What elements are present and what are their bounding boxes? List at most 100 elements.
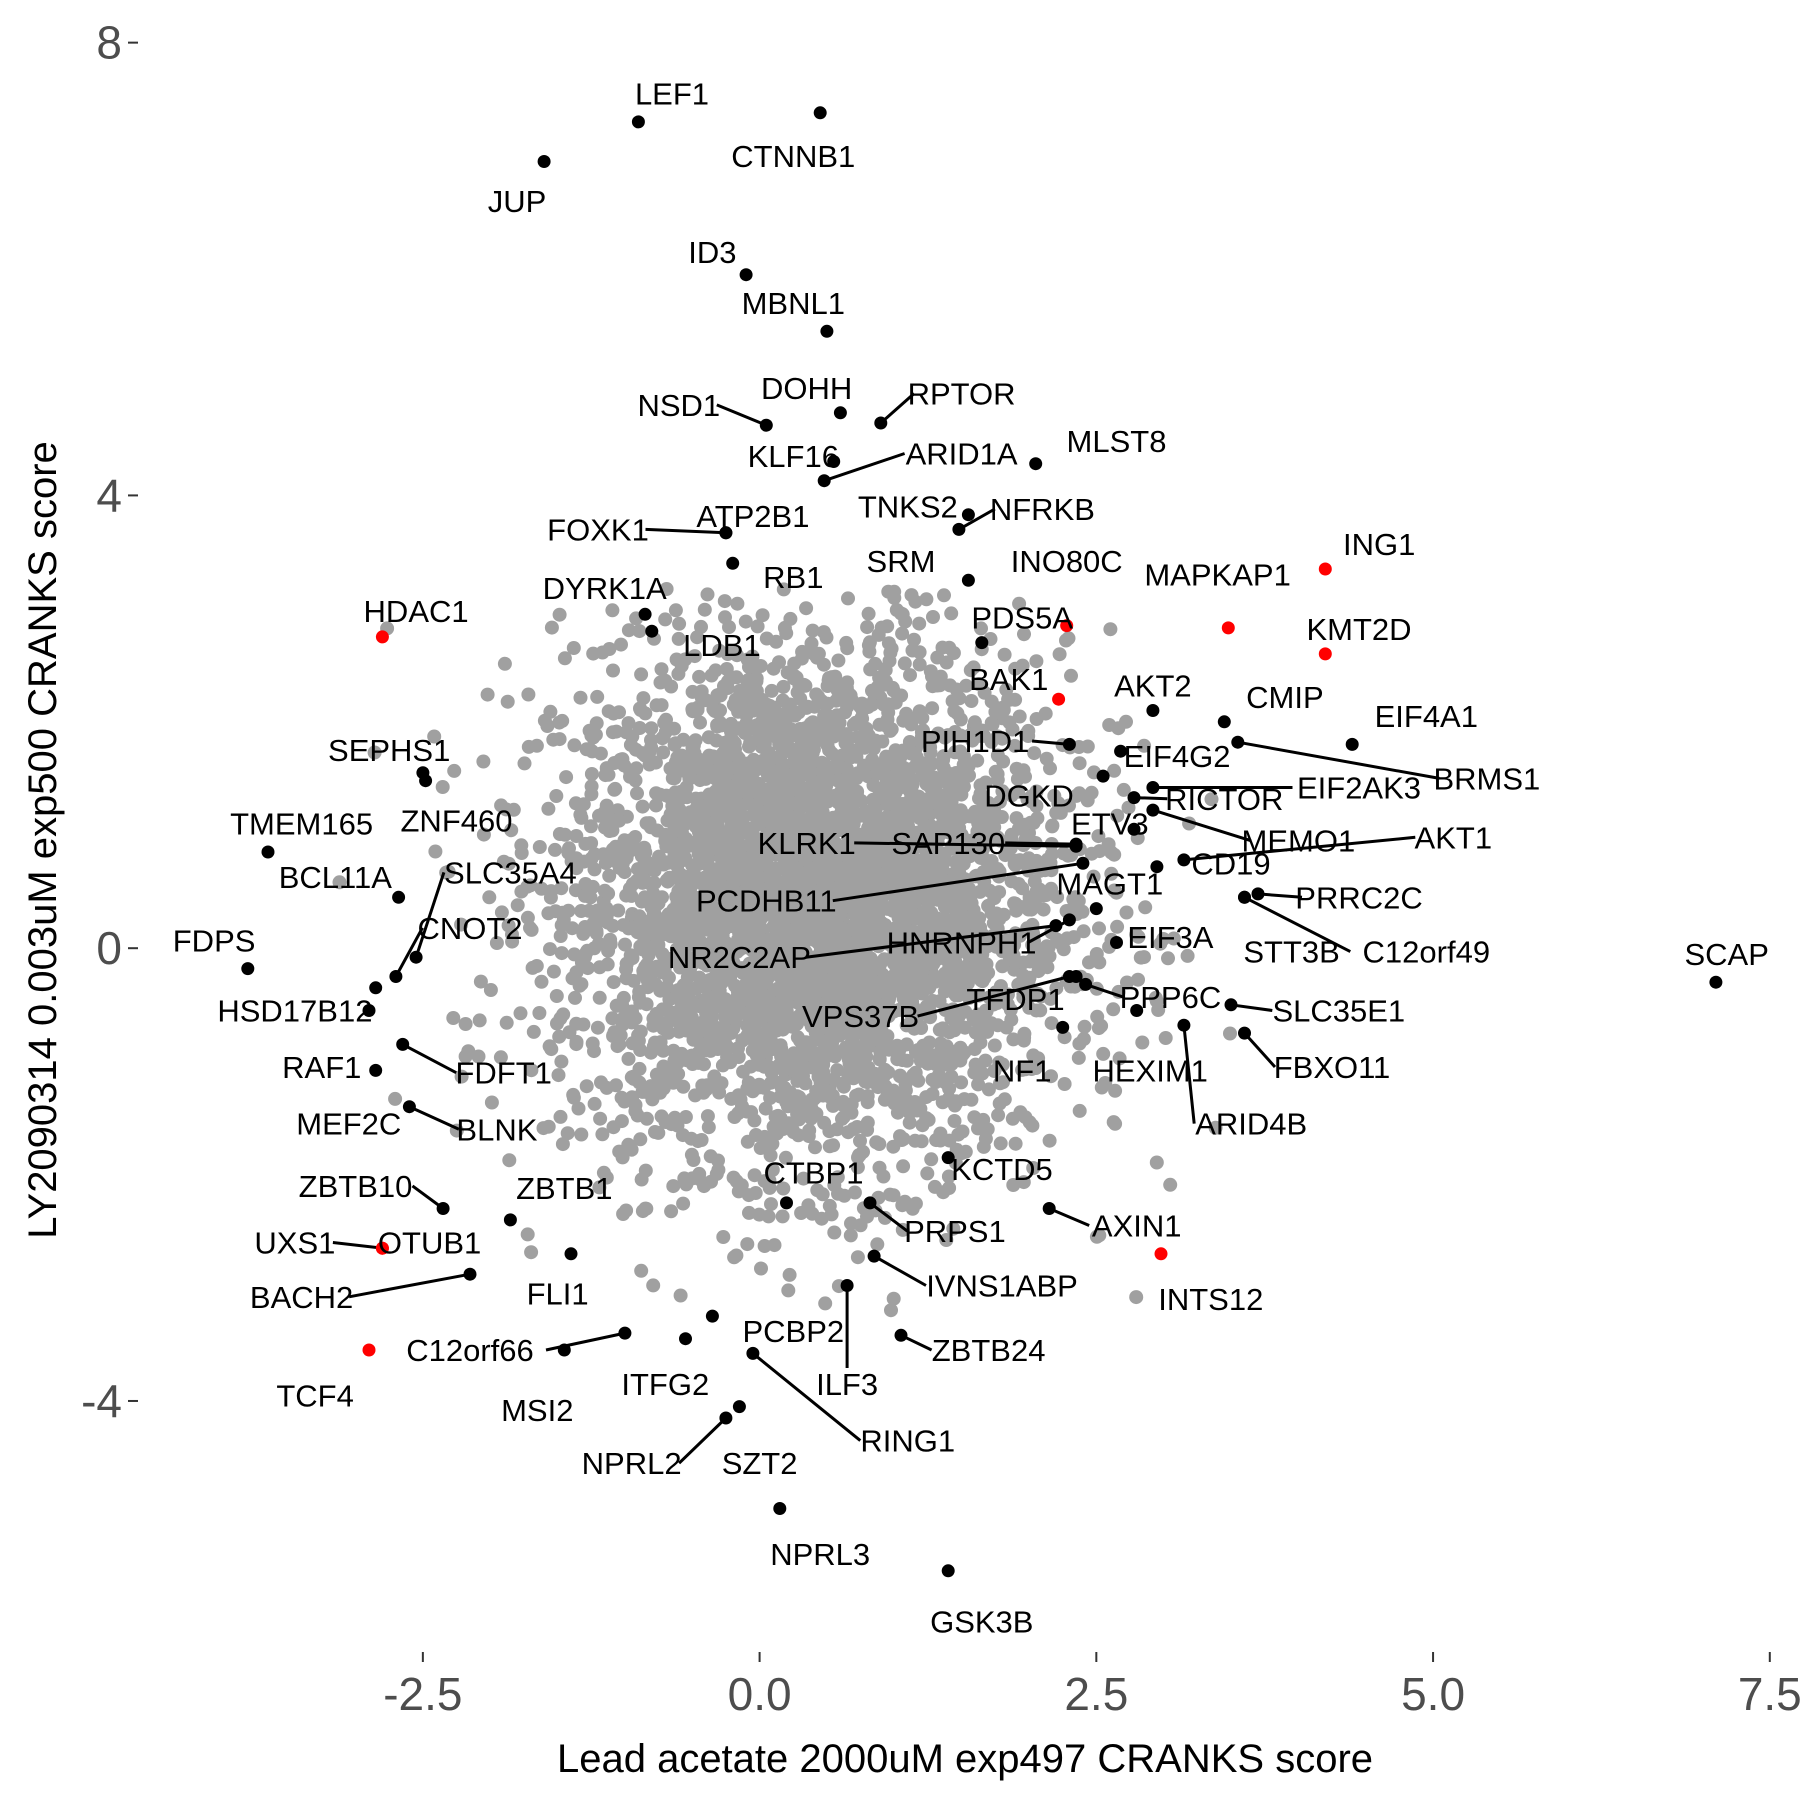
background-point — [569, 829, 584, 843]
background-point — [786, 1063, 801, 1078]
background-point — [635, 799, 650, 814]
connector-foxk1 — [645, 527, 726, 535]
background-point — [839, 635, 854, 650]
background-point — [555, 1137, 570, 1152]
background-point — [919, 592, 934, 607]
gene-label-sephs1: SEPHS1 — [328, 733, 450, 768]
background-point — [1029, 712, 1044, 726]
background-point — [1003, 1002, 1018, 1017]
background-point — [630, 786, 644, 801]
background-point — [967, 1065, 982, 1080]
background-point — [588, 727, 603, 742]
background-point — [870, 1237, 885, 1252]
background-point — [722, 620, 736, 635]
background-point — [841, 1125, 856, 1140]
gene-label-arid4b: ARID4B — [1195, 1107, 1307, 1142]
background-point — [672, 616, 687, 631]
gene-label-prrc2c: PRRC2C — [1295, 880, 1422, 915]
background-point — [814, 798, 829, 812]
background-point — [819, 860, 834, 874]
background-point — [454, 1069, 469, 1084]
gene-label-etv3: ETV3 — [1071, 807, 1149, 842]
background-point — [988, 704, 1003, 719]
background-point — [789, 908, 804, 923]
background-point — [886, 683, 901, 698]
background-point — [979, 1004, 994, 1019]
background-point — [610, 998, 625, 1013]
background-point — [504, 823, 519, 838]
gene-point-fbxo11 — [1238, 1026, 1251, 1040]
connector-ring1 — [751, 1352, 862, 1442]
background-point — [666, 1043, 681, 1058]
background-point — [691, 1134, 705, 1149]
background-point — [937, 966, 952, 981]
background-point — [656, 745, 671, 760]
gene-point-ivns1abp — [867, 1249, 881, 1263]
background-point — [902, 762, 917, 777]
background-point — [933, 948, 948, 963]
background-point — [1084, 846, 1099, 861]
background-point — [692, 1166, 707, 1181]
background-point — [896, 1159, 911, 1174]
gene-label-dyrk1a: DYRK1A — [543, 571, 667, 606]
gene-point-msi2 — [557, 1343, 571, 1357]
background-point — [668, 603, 683, 618]
background-point — [657, 856, 672, 870]
gene-label-zbtb1: ZBTB1 — [516, 1171, 612, 1206]
gene-point-dgkd — [1096, 769, 1110, 783]
background-point — [826, 1138, 841, 1153]
background-point — [993, 979, 1008, 994]
background-point — [971, 1077, 986, 1092]
background-point — [881, 636, 896, 651]
gene-point-tcf4 — [362, 1343, 376, 1357]
background-point — [683, 805, 698, 820]
background-point — [759, 827, 774, 842]
background-point — [771, 919, 786, 934]
background-point — [1108, 1116, 1123, 1131]
background-point — [792, 678, 807, 693]
gene-label-nprl3: NPRL3 — [770, 1537, 870, 1572]
background-point — [862, 1013, 877, 1027]
background-point — [1166, 931, 1181, 946]
background-point — [447, 763, 462, 778]
background-point — [958, 1004, 973, 1019]
background-point — [669, 942, 684, 957]
background-point — [990, 729, 1005, 744]
background-point — [647, 863, 662, 878]
background-point — [805, 623, 820, 638]
background-point — [554, 881, 569, 896]
connector-klrk1 — [854, 841, 1077, 848]
background-point — [944, 1011, 959, 1026]
background-point — [974, 621, 988, 636]
background-point — [1071, 1050, 1086, 1065]
background-point — [926, 821, 941, 836]
background-point — [1112, 1051, 1127, 1066]
background-point — [633, 1132, 648, 1147]
background-point — [596, 847, 611, 862]
background-point — [937, 1057, 952, 1072]
background-point — [888, 931, 903, 946]
background-point — [861, 638, 876, 653]
background-point — [636, 928, 650, 943]
background-point — [675, 1128, 690, 1143]
gene-label-brms1: BRMS1 — [1433, 761, 1540, 796]
background-point — [1049, 981, 1064, 996]
gene-point-fli1 — [564, 1247, 578, 1261]
background-point — [644, 740, 659, 755]
gene-label-nfrkb: NFRKB — [990, 492, 1095, 527]
background-point — [633, 939, 648, 954]
connector-blnk — [408, 1105, 460, 1131]
background-point — [726, 876, 741, 891]
background-point — [688, 704, 703, 719]
background-point — [576, 797, 591, 812]
background-point — [1007, 896, 1022, 911]
background-point — [840, 699, 855, 714]
background-point — [1072, 1036, 1087, 1051]
background-point — [707, 704, 722, 719]
background-point — [1084, 785, 1099, 800]
background-point — [766, 871, 781, 886]
background-point — [778, 1150, 793, 1165]
background-point — [876, 1169, 891, 1184]
background-point — [776, 994, 791, 1009]
gene-point-jup — [537, 155, 551, 168]
